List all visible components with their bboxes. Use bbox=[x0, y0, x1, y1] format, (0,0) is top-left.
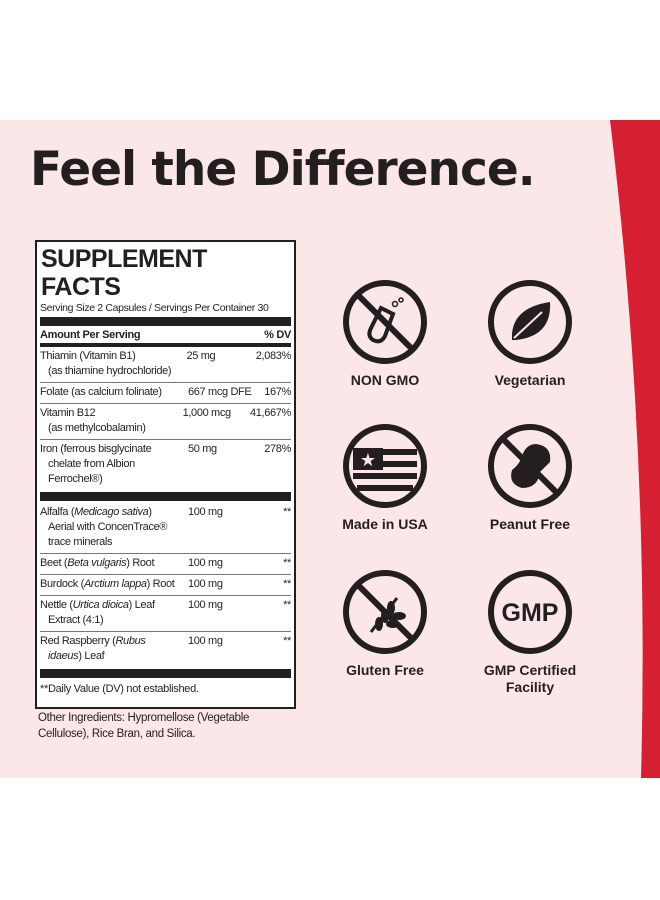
nutrient-name-part: Beet ( bbox=[40, 557, 68, 569]
nutrient-name-part: Aerial with ConcenTrace® bbox=[48, 521, 168, 533]
nutrient-dv: ** bbox=[283, 635, 291, 647]
nutrient-name-part: Burdock ( bbox=[40, 578, 84, 590]
usa-flag-icon: ★ bbox=[343, 424, 427, 508]
supplement-facts-panel: SUPPLEMENT FACTS Serving Size 2 Capsules… bbox=[35, 240, 296, 709]
nutrient-name-part: Beta vulgaris bbox=[67, 557, 127, 569]
header-dv: % DV bbox=[264, 329, 291, 341]
footnote: **Daily Value (DV) not established. bbox=[40, 683, 199, 695]
product-infographic: Feel the Difference. SUPPLEMENT FACTS Se… bbox=[0, 120, 660, 778]
gmp-icon-text: GMP bbox=[502, 599, 559, 627]
vitamins-group: Thiamin (Vitamin B1) (as thiamine hydroch… bbox=[40, 347, 291, 490]
nutrient-amount: 667 mcg DFE bbox=[188, 386, 252, 398]
headline: Feel the Difference. bbox=[30, 142, 536, 197]
nutrient-name-part: Arctium lappa bbox=[83, 578, 147, 590]
nutrient-dv: ** bbox=[283, 557, 291, 569]
header-amount: Amount Per Serving bbox=[40, 329, 141, 341]
nutrient-name-part: ) bbox=[148, 506, 152, 518]
badge-label: NON GMO bbox=[350, 372, 420, 388]
no-wheat-icon bbox=[343, 570, 427, 654]
herbs-group: Alfalfa (Medicago sativa) Aerial with Con… bbox=[40, 503, 291, 667]
nutrient-name-part: ) Root bbox=[146, 578, 175, 590]
badge-peanut-free: Peanut Free bbox=[465, 422, 595, 533]
nutrient-name-part: (as methylcobalamin) bbox=[48, 422, 146, 434]
nutrient-dv: 2,083% bbox=[255, 350, 292, 362]
nutrient-name: Burdock (Arctium lappa) Root bbox=[40, 577, 188, 592]
no-peanut-icon bbox=[488, 424, 572, 508]
badge-label: Gluten Free bbox=[346, 662, 424, 678]
nutrient-name-part: chelate from Albion bbox=[48, 458, 135, 470]
nutrient-name: Alfalfa (Medicago sativa) Aerial with Con… bbox=[40, 505, 188, 550]
nutrient-name: Red Raspberry (Rubus idaeus) Leaf bbox=[40, 634, 188, 664]
nutrient-amount: 1,000 mcg bbox=[182, 407, 232, 419]
nutrient-amount: 100 mg bbox=[188, 578, 223, 590]
divider-bar bbox=[40, 317, 291, 326]
nutrient-name-part: Ferrochel®) bbox=[48, 473, 103, 485]
nutrient-name-part: ) Root bbox=[126, 557, 155, 569]
nutrient-name: Thiamin (Vitamin B1) (as thiamine hydroch… bbox=[40, 349, 187, 379]
nutrient-row: Burdock (Arctium lappa) Root 100 mg ** bbox=[40, 575, 291, 596]
nutrient-row: Thiamin (Vitamin B1) (as thiamine hydroch… bbox=[40, 347, 291, 383]
nutrient-dv: 41,667% bbox=[250, 407, 291, 419]
nutrient-name-part: Folate (as calcium folinate) bbox=[40, 386, 162, 398]
nutrient-name-part: Red Raspberry ( bbox=[40, 635, 116, 647]
nutrient-dv: ** bbox=[283, 599, 291, 611]
nutrient-row: Beet (Beta vulgaris) Root 100 mg ** bbox=[40, 554, 291, 575]
nutrient-row: Nettle (Urtica dioica) Leaf Extract (4:1)… bbox=[40, 596, 291, 632]
panel-title: SUPPLEMENT FACTS bbox=[41, 245, 207, 301]
red-curved-band bbox=[610, 120, 660, 778]
nutrient-row: Vitamin B12 (as methylcobalamin) 1,000 mcg… bbox=[40, 404, 291, 440]
panel-header: Amount Per Serving % DV bbox=[40, 328, 291, 347]
svg-text:★: ★ bbox=[360, 450, 376, 470]
nutrient-name-part: Iron (ferrous bisglycinate bbox=[40, 443, 152, 455]
nutrient-name-part: idaeus bbox=[48, 650, 79, 662]
nutrient-dv: ** bbox=[283, 506, 291, 518]
nutrient-name-part: Medicago sativa bbox=[74, 506, 149, 518]
nutrient-name-part: (as thiamine hydrochloride) bbox=[48, 365, 172, 377]
badge-label: Peanut Free bbox=[489, 516, 571, 532]
nutrient-name-part: Extract (4:1) bbox=[48, 614, 104, 626]
nutrient-name-part: ) Leaf bbox=[78, 650, 105, 662]
divider-bar bbox=[40, 492, 291, 501]
nutrient-name-part: Rubus bbox=[115, 635, 146, 647]
nutrient-dv: 278% bbox=[264, 443, 291, 455]
nutrient-name: Beet (Beta vulgaris) Root bbox=[40, 556, 188, 571]
nutrient-row: Red Raspberry (Rubus idaeus) Leaf 100 mg ** bbox=[40, 632, 291, 667]
nutrient-row: Folate (as calcium folinate) 667 mcg DFE 1… bbox=[40, 383, 291, 404]
nutrient-dv: ** bbox=[283, 578, 291, 590]
badge-gmp: GMP GMP Certified Facility bbox=[465, 568, 595, 696]
no-gmo-flask-icon bbox=[343, 280, 427, 364]
nutrient-name: Iron (ferrous bisglycinate chelate from A… bbox=[40, 442, 188, 487]
nutrient-amount: 100 mg bbox=[188, 635, 223, 647]
badge-gluten-free: Gluten Free bbox=[320, 568, 450, 679]
nutrient-name: Folate (as calcium folinate) bbox=[40, 385, 188, 400]
divider-bar bbox=[40, 669, 291, 678]
nutrient-name-part: Urtica dioica bbox=[72, 599, 129, 611]
nutrient-amount: 100 mg bbox=[188, 599, 223, 611]
nutrient-amount: 100 mg bbox=[188, 506, 223, 518]
badge-label: Vegetarian bbox=[494, 372, 566, 388]
badge-label: Made in USA bbox=[342, 516, 428, 532]
badge-vegetarian: Vegetarian bbox=[465, 278, 595, 389]
nutrient-name-part: Nettle ( bbox=[40, 599, 73, 611]
nutrient-name-part: trace minerals bbox=[48, 536, 113, 548]
nutrient-name-part: Thiamin (Vitamin B1) bbox=[40, 350, 136, 362]
nutrient-name: Vitamin B12 (as methylcobalamin) bbox=[40, 406, 183, 436]
serving-size: Serving Size 2 Capsules / Servings Per C… bbox=[40, 302, 269, 314]
nutrient-name: Nettle (Urtica dioica) Leaf Extract (4:1) bbox=[40, 598, 188, 628]
badge-made-in-usa: ★ Made in USA bbox=[320, 422, 450, 533]
other-ingredients: Other Ingredients: Hypromellose (Vegetab… bbox=[38, 712, 250, 740]
badge-non-gmo: NON GMO bbox=[320, 278, 450, 389]
nutrient-amount: 100 mg bbox=[188, 557, 223, 569]
nutrient-dv: 167% bbox=[264, 386, 291, 398]
leaf-icon bbox=[488, 280, 572, 364]
nutrient-name-part: Vitamin B12 bbox=[40, 407, 96, 419]
nutrient-row: Iron (ferrous bisglycinate chelate from A… bbox=[40, 440, 291, 490]
badge-label: GMP Certified Facility bbox=[483, 662, 577, 695]
nutrient-name-part: ) Leaf bbox=[128, 599, 155, 611]
nutrient-name-part: Alfalfa ( bbox=[40, 506, 75, 518]
nutrient-row: Alfalfa (Medicago sativa) Aerial with Con… bbox=[40, 503, 291, 554]
nutrient-amount: 50 mg bbox=[188, 443, 217, 455]
gmp-icon: GMP bbox=[488, 570, 572, 654]
nutrient-amount: 25 mg bbox=[186, 350, 216, 362]
